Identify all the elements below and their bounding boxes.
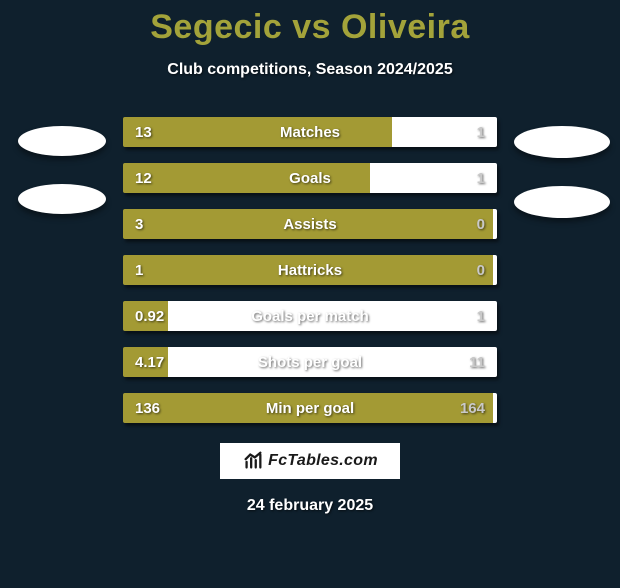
team-logo-icon — [514, 126, 610, 158]
stat-row: Assists 3 0 — [123, 209, 497, 239]
watermark-text: FcTables.com — [268, 452, 378, 470]
stat-value-left: 3 — [135, 209, 143, 239]
stat-value-right: 11 — [469, 347, 485, 377]
stat-label: Goals per match — [123, 301, 497, 331]
left-team-logos — [18, 126, 106, 214]
watermark: FcTables.com — [220, 443, 400, 479]
stat-label: Matches — [123, 117, 497, 147]
stat-row: Min per goal 136 164 — [123, 393, 497, 423]
stat-value-left: 0.92 — [135, 301, 164, 331]
stat-value-left: 136 — [135, 393, 160, 423]
stat-row: Goals per match 0.92 1 — [123, 301, 497, 331]
team-logo-icon — [18, 126, 106, 156]
stat-value-left: 4.17 — [135, 347, 164, 377]
chart-icon — [242, 450, 264, 472]
stat-label: Assists — [123, 209, 497, 239]
stat-label: Shots per goal — [123, 347, 497, 377]
stats-comparison: Matches 13 1 Goals 12 1 Assists 3 0 Hatt… — [123, 117, 497, 423]
date-label: 24 february 2025 — [0, 497, 620, 515]
stat-row: Matches 13 1 — [123, 117, 497, 147]
stat-row: Shots per goal 4.17 11 — [123, 347, 497, 377]
stat-label: Min per goal — [123, 393, 497, 423]
stat-label: Hattricks — [123, 255, 497, 285]
stat-value-left: 13 — [135, 117, 152, 147]
stat-label: Goals — [123, 163, 497, 193]
stat-value-right: 1 — [477, 301, 485, 331]
stat-value-right: 164 — [460, 393, 485, 423]
stat-value-right: 1 — [477, 163, 485, 193]
right-team-logos — [514, 126, 610, 218]
stat-value-right: 0 — [477, 255, 485, 285]
stat-value-right: 0 — [477, 209, 485, 239]
stat-row: Hattricks 1 0 — [123, 255, 497, 285]
page-title: Segecic vs Oliveira — [0, 8, 620, 47]
team-logo-icon — [18, 184, 106, 214]
stat-row: Goals 12 1 — [123, 163, 497, 193]
stat-value-left: 12 — [135, 163, 152, 193]
stat-value-left: 1 — [135, 255, 143, 285]
stat-value-right: 1 — [477, 117, 485, 147]
team-logo-icon — [514, 186, 610, 218]
page-subtitle: Club competitions, Season 2024/2025 — [0, 61, 620, 79]
